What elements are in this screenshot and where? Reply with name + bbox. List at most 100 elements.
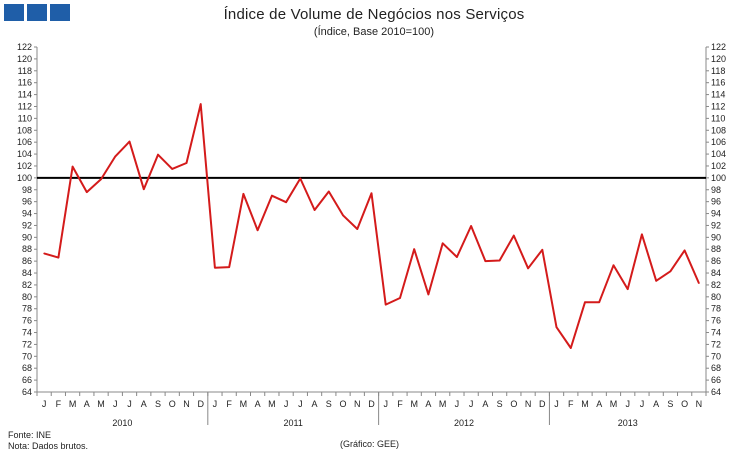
y-tick-label-right: 112: [711, 101, 725, 111]
data-point: [569, 347, 572, 349]
month-label: J: [469, 399, 474, 409]
y-tick-label-right: 76: [711, 316, 721, 326]
chart-credit: (Gráfico: GEE): [340, 439, 400, 449]
y-tick-label-left: 88: [22, 244, 32, 254]
data-point: [43, 252, 45, 255]
month-label: M: [610, 399, 618, 409]
month-label: F: [226, 399, 232, 409]
y-tick-label-left: 100: [17, 173, 32, 183]
month-label: J: [213, 399, 218, 409]
month-label: M: [410, 399, 418, 409]
data-point: [327, 190, 330, 193]
y-tick-label-right: 64: [711, 387, 721, 397]
y-tick-label-left: 108: [17, 125, 32, 135]
data-point: [427, 293, 430, 296]
data-point: [669, 270, 672, 273]
month-label: M: [439, 399, 447, 409]
y-tick-label-left: 106: [17, 137, 32, 147]
month-label: A: [312, 399, 318, 409]
month-label: D: [197, 399, 204, 409]
year-label: 2010: [112, 418, 132, 428]
month-label: D: [368, 399, 375, 409]
y-tick-label-left: 92: [22, 220, 32, 230]
y-tick-label-left: 80: [22, 292, 32, 302]
y-tick-label-right: 96: [711, 197, 721, 207]
year-label: 2013: [618, 418, 638, 428]
y-tick-label-left: 68: [22, 363, 32, 373]
y-tick-label-left: 76: [22, 316, 32, 326]
month-label: A: [425, 399, 431, 409]
data-point: [242, 193, 245, 195]
data-point: [626, 288, 629, 290]
data-point: [185, 162, 188, 164]
data-point: [498, 259, 501, 262]
y-tick-label-right: 90: [711, 232, 721, 242]
y-tick-label-right: 110: [711, 113, 725, 123]
y-tick-label-right: 82: [711, 280, 721, 290]
month-label: S: [667, 399, 673, 409]
month-label: O: [340, 399, 347, 409]
year-label: 2011: [284, 418, 303, 428]
data-point: [641, 233, 643, 236]
month-label: M: [581, 399, 589, 409]
data-point: [356, 228, 359, 230]
data-point: [527, 267, 529, 270]
month-label: F: [56, 399, 62, 409]
month-label: A: [255, 399, 261, 409]
month-label: N: [183, 399, 190, 409]
y-tick-label-right: 80: [711, 292, 721, 302]
month-label: F: [397, 399, 403, 409]
month-label: N: [354, 399, 361, 409]
month-label: O: [169, 399, 176, 409]
data-point: [698, 282, 700, 284]
logo-square-2: [27, 4, 47, 21]
month-label: A: [596, 399, 602, 409]
data-point: [214, 266, 216, 269]
y-tick-label-left: 122: [17, 42, 32, 52]
data-point: [285, 201, 287, 204]
data-point: [413, 248, 416, 251]
series-line: [43, 103, 700, 349]
data-note: Nota: Dados brutos.: [8, 441, 89, 451]
y-tick-label-right: 94: [711, 209, 721, 219]
data-point: [299, 177, 302, 180]
y-tick-label-right: 118: [711, 66, 725, 76]
data-point: [256, 229, 259, 232]
data-point: [541, 249, 544, 251]
data-point: [71, 165, 74, 168]
data-point: [199, 103, 202, 105]
month-label: J: [455, 399, 460, 409]
data-point: [555, 326, 558, 328]
y-tick-label-left: 96: [22, 197, 32, 207]
chart-title: Índice de Volume de Negócios nos Serviço…: [223, 6, 525, 23]
data-point: [128, 140, 131, 143]
y-tick-label-right: 100: [711, 173, 726, 183]
data-point: [57, 256, 60, 259]
month-label: M: [69, 399, 77, 409]
y-tick-label-right: 102: [711, 161, 726, 171]
y-tick-label-left: 74: [22, 328, 32, 338]
month-label: J: [640, 399, 645, 409]
y-tick-label-right: 84: [711, 268, 721, 278]
y-tick-label-left: 116: [18, 78, 32, 88]
month-label: J: [113, 399, 118, 409]
month-label: O: [681, 399, 688, 409]
month-label: J: [284, 399, 289, 409]
logo-square-3: [50, 4, 70, 21]
month-label: J: [127, 399, 132, 409]
data-point: [598, 301, 601, 303]
data-point: [612, 264, 615, 267]
series-group: [43, 103, 700, 349]
y-tick-label-right: 92: [711, 220, 721, 230]
data-point: [142, 188, 145, 190]
data-point: [86, 191, 88, 193]
month-label: F: [568, 399, 574, 409]
month-label: J: [298, 399, 303, 409]
y-tick-label-left: 66: [22, 375, 32, 385]
y-tick-label-right: 78: [711, 304, 721, 314]
chart-subtitle: (Índice, Base 2010=100): [313, 26, 435, 38]
y-tick-label-left: 114: [18, 90, 32, 100]
month-label: D: [539, 399, 546, 409]
